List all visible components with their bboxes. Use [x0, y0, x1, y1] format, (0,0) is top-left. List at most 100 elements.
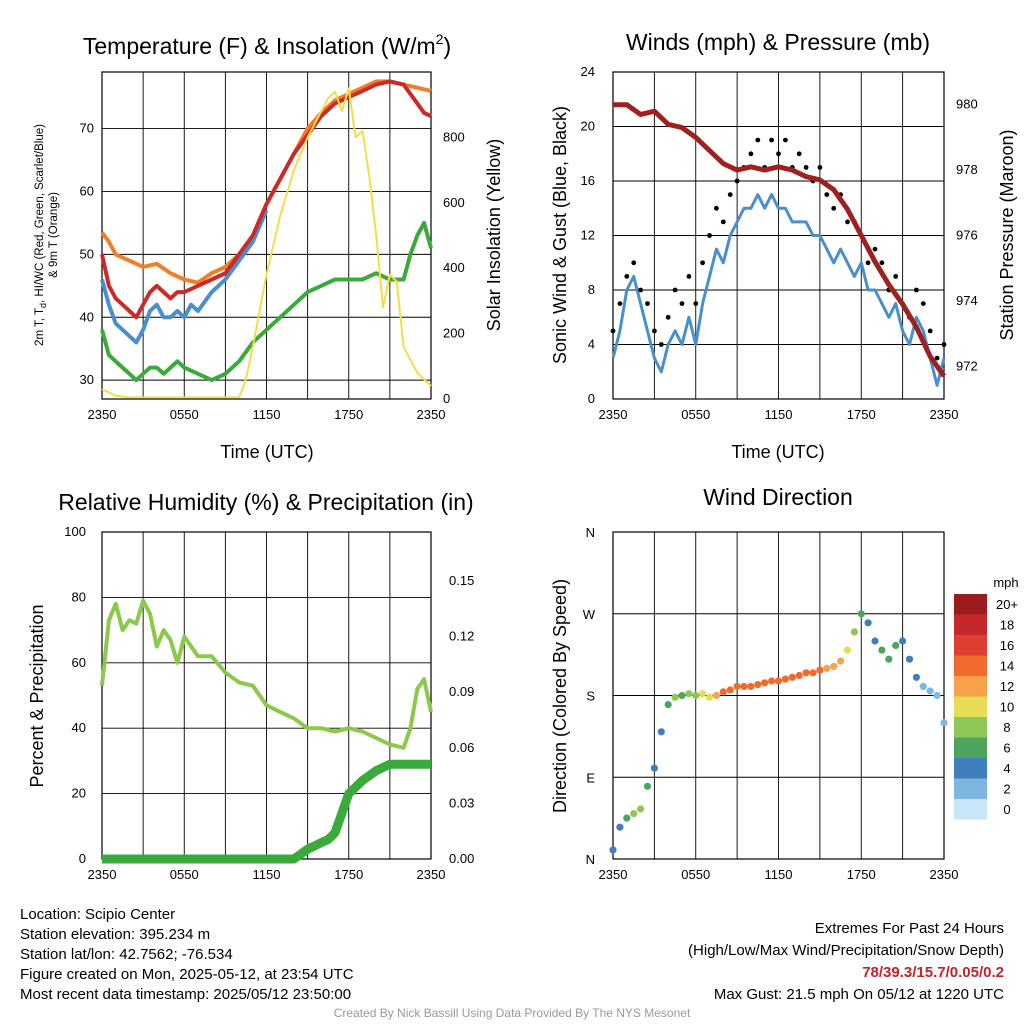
direction-panel: Wind Direction 2350 0550 1150 1750 2350 N E S W N… — [550, 484, 1019, 882]
y-tick-label: S — [586, 689, 595, 704]
temp-2m-line — [100, 79, 432, 320]
x-tick-label: 2350 — [599, 867, 628, 882]
gust-point — [748, 151, 754, 157]
y-tick-label: 100 — [64, 524, 86, 539]
y2-tick-label: 978 — [956, 162, 978, 177]
y2-tick-label: 972 — [956, 358, 978, 373]
gust-point — [941, 342, 947, 347]
y2-tick-label: 200 — [443, 326, 465, 341]
gust-point — [652, 328, 657, 334]
most-recent-data: Most recent data timestamp: 2025/05/12 2… — [20, 986, 352, 1003]
insolation-line — [101, 87, 432, 399]
x-tick-label: 2350 — [417, 867, 446, 882]
y2-tick-label: 974 — [956, 293, 978, 308]
x-tick-label: 2350 — [930, 407, 959, 422]
x-tick-label: 0550 — [681, 867, 710, 882]
direction-point — [802, 669, 810, 677]
direction-point — [795, 671, 803, 680]
y-tick-label: 60 — [80, 183, 94, 198]
y-tick-label: E — [586, 770, 595, 785]
colorbar-swatch — [954, 635, 987, 656]
direction-point — [899, 637, 907, 645]
gust-point — [638, 287, 643, 293]
x-tick-label: 1750 — [334, 867, 363, 882]
gust-point — [796, 151, 802, 157]
y2-tick-label: 980 — [956, 97, 978, 112]
temperature-panel-title: Temperature (F) & Insolation (W/m2) — [83, 31, 451, 59]
direction-point — [781, 675, 790, 683]
y2-tick-label: 0.15 — [449, 573, 474, 588]
x-tick-label: 0550 — [170, 407, 199, 422]
direction-point — [685, 690, 693, 698]
extremes-values: 78/39.3/15.7/0.05/0.2 — [862, 964, 1004, 981]
colorbar-swatch — [954, 778, 987, 799]
x-tick-label: 0550 — [170, 867, 199, 882]
colorbar-label: 12 — [1000, 679, 1014, 694]
y-tick-label: 40 — [80, 309, 94, 324]
y-tick-label: 20 — [72, 786, 86, 801]
y2-tick-label: 976 — [956, 228, 978, 243]
gust-point — [914, 287, 919, 293]
direction-point — [823, 664, 831, 672]
direction-point — [650, 764, 659, 772]
gust-point — [893, 274, 899, 279]
extremes-heading: Extremes For Past 24 Hours — [814, 920, 1004, 937]
title-superscript: 2 — [436, 31, 444, 47]
gust-point — [672, 287, 678, 293]
gust-point — [879, 260, 885, 266]
direction-point — [692, 691, 700, 700]
gust-point — [831, 205, 837, 211]
gust-point — [631, 260, 637, 266]
windchill-line — [100, 209, 269, 345]
direction-point — [671, 693, 679, 701]
direction-point — [809, 669, 817, 677]
colorbar-label: 14 — [1000, 659, 1014, 674]
y2-tick-label: 0 — [443, 391, 450, 406]
direction-point — [678, 691, 686, 700]
direction-point — [747, 682, 755, 691]
x-tick-label: 2350 — [930, 867, 959, 882]
direction-point — [630, 810, 638, 818]
direction-point — [768, 677, 776, 685]
ylabel-line1-rest: , HI/WC (Red, Green, Scarlet/Blue) — [34, 124, 46, 303]
direction-point — [878, 646, 886, 654]
x-tick-label: 1150 — [253, 867, 281, 882]
x-tick-label: 2350 — [88, 867, 117, 882]
colorbar-label: 0 — [1003, 802, 1010, 817]
colorbar-swatch — [954, 614, 987, 635]
winds-panel-title: Winds (mph) & Pressure (mb) — [626, 29, 930, 55]
gust-point — [734, 178, 740, 184]
colorbar-swatch — [954, 717, 987, 738]
direction-point — [726, 686, 734, 694]
gust-point — [720, 219, 726, 225]
direction-point — [830, 662, 838, 671]
station-latlon: Station lat/lon: 42.7562; -76.534 — [20, 946, 233, 963]
y2-tick-label: 0.00 — [449, 851, 474, 866]
gust-point — [610, 328, 616, 334]
extremes-info: Extremes For Past 24 Hours (High/Low/Max… — [688, 918, 1004, 1006]
colorbar-label: 6 — [1003, 741, 1010, 756]
insolation-ylabel: Solar Insolation (Yellow) — [484, 139, 504, 331]
direction-point — [754, 681, 762, 689]
colorbar-label: 4 — [1003, 761, 1010, 776]
winds-panel: Winds (mph) & Pressure (mb) 2350 0550 1150… — [550, 29, 1017, 462]
station-location: Location: Scipio Center — [20, 906, 176, 923]
direction-point — [609, 846, 617, 854]
direction-point — [643, 782, 652, 790]
winds-xlabel: Time (UTC) — [731, 442, 824, 462]
temperature-panel: Temperature (F) & Insolation (W/m2) 2350… — [34, 31, 504, 462]
temperature-xlabel: Time (UTC) — [220, 442, 313, 462]
y-tick-label: N — [586, 525, 595, 540]
y2-tick-label: 0.12 — [449, 629, 474, 644]
direction-point — [637, 805, 645, 813]
y2-tick-label: 0.06 — [449, 740, 474, 755]
colorbar-label: 16 — [1000, 638, 1014, 653]
colorbar-label: 8 — [1003, 720, 1010, 735]
x-tick-label: 0550 — [681, 407, 710, 422]
precip-line — [102, 759, 431, 864]
y2-tick-label: 0.03 — [449, 795, 474, 810]
temperature-ylabel-line2: & 9m T (Orange) — [48, 192, 60, 278]
gust-point — [783, 137, 788, 143]
y-tick-label: N — [586, 852, 595, 867]
direction-point — [623, 814, 631, 822]
